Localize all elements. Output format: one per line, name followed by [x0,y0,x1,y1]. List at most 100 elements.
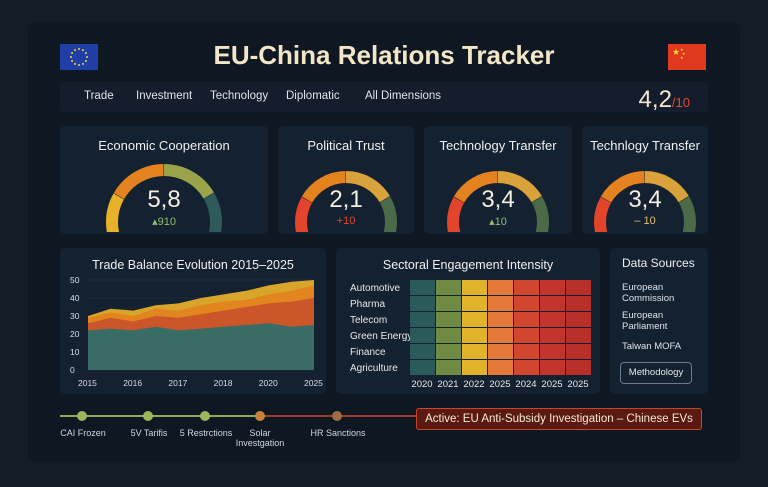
heatmap-col-label: 2025 [567,379,589,390]
timeline-event-dot[interactable] [200,411,210,421]
nav-item-diplomatic[interactable]: Diplomatic [286,90,340,102]
heatmap-cell[interactable] [488,344,513,359]
heatmap-row-label: Finance [350,347,386,358]
heatmap-cell[interactable] [488,328,513,343]
china-flag-icon: ★ ★ ★ ★ [668,44,706,70]
heatmap-cell[interactable] [410,328,435,343]
svg-text:★: ★ [680,55,684,60]
svg-text:★: ★ [672,48,680,58]
timeline-event-dot[interactable] [77,411,87,421]
heatmap-col-label: 2020 [411,379,433,390]
dimension-nav: Trade Investment Technology Diplomatic A… [60,82,708,113]
heatmap-cell[interactable] [410,344,435,359]
heatmap-cell[interactable] [540,344,565,359]
gauge-value: 2,1 [329,186,363,213]
eu-flag-icon [60,44,98,70]
heatmap-row-label: Agriculture [350,363,398,374]
heatmap-cell[interactable] [462,280,487,295]
timeline-event-dot[interactable] [332,411,342,421]
y-tick-label: 40 [70,293,80,303]
heatmap-cell[interactable] [410,312,435,327]
heatmap-cell[interactable] [488,280,513,295]
heatmap-cell[interactable] [514,360,539,375]
data-sources-panel: Data Sources European Commission Europea… [610,248,708,394]
gauge-card-political: Political Trust 2,1 +10 [278,126,414,234]
gauge-title: Political Trust [307,138,385,153]
heatmap-cell[interactable] [410,296,435,311]
heatmap-cell[interactable] [436,296,461,311]
heatmap-cell[interactable] [410,280,435,295]
heatmap-cell[interactable] [436,312,461,327]
gauge-technology [447,171,549,232]
gauge-value: 3,4 [628,186,662,213]
heatmap-cell[interactable] [566,344,591,359]
heatmap-cell[interactable] [488,296,513,311]
area-series [88,323,314,370]
gauge-arc-segment [594,196,612,232]
timeline-event-dot[interactable] [143,411,153,421]
heatmap-cell[interactable] [462,312,487,327]
heatmap-cell[interactable] [566,312,591,327]
gauge-technology-2 [594,171,696,232]
nav-item-investment[interactable]: Investment [136,90,193,102]
heatmap-cell[interactable] [540,280,565,295]
heatmap-cell[interactable] [488,360,513,375]
heatmap-cell[interactable] [566,296,591,311]
source-item[interactable]: Talwan MOFA [622,341,682,352]
heatmap-cell[interactable] [540,312,565,327]
svg-text:★: ★ [680,47,684,52]
heatmap-cell[interactable] [540,328,565,343]
gauge-value: 5,8 [147,186,181,213]
x-tick-label: 2020 [259,378,278,388]
methodology-button[interactable]: Methodology [620,362,692,384]
heatmap-cell[interactable] [514,328,539,343]
timeline-label: Solar Investgation [235,428,285,448]
active-alert-banner[interactable]: Active: EU Anti-Subsidy Investigation – … [416,408,702,430]
nav-item-all-dimensions[interactable]: All Dimensions [365,90,442,102]
timeline-label: CAI Frozen [60,428,106,438]
heatmap-cell[interactable] [436,280,461,295]
heatmap-col-label: 2025 [541,379,563,390]
heatmap-cell[interactable] [462,344,487,359]
heatmap-cell[interactable] [514,280,539,295]
gauge-arc-segment [163,164,214,199]
heatmap-cell[interactable] [566,280,591,295]
nav-item-trade[interactable]: Trade [84,90,114,102]
heatmap-cell[interactable] [462,360,487,375]
heatmap-row-label: Green Energy [350,331,413,342]
gauge-arc-segment [345,171,390,203]
y-tick-label: 20 [70,329,80,339]
dashboard-frame: EU-China Relations Tracker ★ ★ ★ ★ Trade… [28,22,740,462]
heatmap-cell[interactable] [410,360,435,375]
heatmap-cell[interactable] [462,296,487,311]
heatmap-cell[interactable] [436,344,461,359]
heatmap-cell[interactable] [514,296,539,311]
timeline-label: 5V Tarifis [130,428,168,438]
source-item[interactable]: European Parliament [622,310,668,332]
timeline-label: 5 Restrctions [179,428,233,438]
heatmap-cell[interactable] [488,312,513,327]
gauge-card-technology: Technology Transfer 3,4 ▴10 [424,126,572,234]
nav-item-technology[interactable]: Technology [210,90,269,102]
gauge-arc-segment [531,196,549,232]
heatmap-cell[interactable] [436,360,461,375]
y-tick-label: 30 [70,311,80,321]
heatmap-cell[interactable] [436,328,461,343]
heatmap-cell[interactable] [514,312,539,327]
timeline-event-dot[interactable] [255,411,265,421]
gauge-arc-segment [678,196,696,232]
gauge-political [295,171,397,232]
y-tick-label: 0 [70,365,75,375]
heatmap-cell[interactable] [566,328,591,343]
heatmap-cell[interactable] [540,296,565,311]
heatmap-cell[interactable] [566,360,591,375]
gauge-arc-segment [600,171,645,203]
heatmap-cell[interactable] [514,344,539,359]
gauge-arc-segment [113,164,164,200]
heatmap-cell[interactable] [462,328,487,343]
x-tick-label: 2018 [214,378,233,388]
source-item[interactable]: European Commission [622,282,675,304]
gauge-arc-segment [301,171,346,203]
heatmap-cell[interactable] [540,360,565,375]
